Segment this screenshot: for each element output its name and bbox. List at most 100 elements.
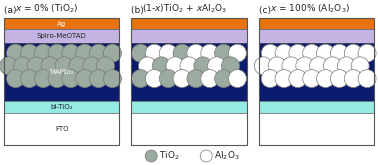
Circle shape bbox=[201, 70, 219, 88]
Circle shape bbox=[83, 57, 101, 75]
Circle shape bbox=[34, 44, 52, 62]
Text: (b): (b) bbox=[131, 6, 147, 15]
Circle shape bbox=[69, 57, 87, 75]
Circle shape bbox=[303, 44, 321, 62]
Circle shape bbox=[275, 44, 293, 62]
Circle shape bbox=[275, 70, 293, 88]
Circle shape bbox=[132, 70, 150, 88]
Text: (c): (c) bbox=[259, 6, 274, 15]
Bar bbox=[4, 113, 119, 145]
Circle shape bbox=[145, 150, 157, 162]
Circle shape bbox=[132, 44, 150, 62]
Circle shape bbox=[146, 44, 163, 62]
Bar bbox=[4, 29, 119, 43]
Circle shape bbox=[96, 57, 115, 75]
Circle shape bbox=[316, 44, 335, 62]
Circle shape bbox=[201, 44, 219, 62]
Circle shape bbox=[303, 70, 321, 88]
Circle shape bbox=[62, 44, 80, 62]
Circle shape bbox=[187, 70, 205, 88]
Circle shape bbox=[76, 70, 94, 88]
Circle shape bbox=[138, 57, 156, 75]
Circle shape bbox=[215, 70, 232, 88]
Bar bbox=[131, 18, 247, 29]
Circle shape bbox=[296, 57, 314, 75]
Bar bbox=[4, 18, 119, 29]
Text: Al$_2$O$_3$: Al$_2$O$_3$ bbox=[214, 150, 240, 162]
Circle shape bbox=[310, 57, 328, 75]
Text: $x$ = 100% (Al$_2$O$_3$): $x$ = 100% (Al$_2$O$_3$) bbox=[270, 2, 350, 15]
Circle shape bbox=[187, 44, 205, 62]
Circle shape bbox=[180, 57, 198, 75]
Circle shape bbox=[173, 70, 191, 88]
Bar bbox=[131, 18, 247, 145]
Circle shape bbox=[152, 57, 170, 75]
Bar bbox=[259, 113, 374, 145]
Bar bbox=[131, 113, 247, 145]
Circle shape bbox=[289, 70, 307, 88]
Bar bbox=[259, 29, 374, 43]
Circle shape bbox=[159, 70, 177, 88]
Circle shape bbox=[34, 70, 52, 88]
Circle shape bbox=[337, 57, 355, 75]
Text: Ag: Ag bbox=[57, 21, 66, 27]
Text: $x$ = 0% (TiO$_2$): $x$ = 0% (TiO$_2$) bbox=[15, 2, 79, 15]
Circle shape bbox=[146, 70, 163, 88]
Circle shape bbox=[0, 57, 18, 75]
Circle shape bbox=[344, 44, 362, 62]
Bar bbox=[259, 100, 374, 113]
Circle shape bbox=[55, 57, 73, 75]
Circle shape bbox=[228, 70, 246, 88]
Circle shape bbox=[344, 70, 362, 88]
Bar bbox=[259, 18, 374, 29]
Circle shape bbox=[48, 70, 66, 88]
Text: (1-$x$)TiO$_2$ + $x$Al$_2$O$_3$: (1-$x$)TiO$_2$ + $x$Al$_2$O$_3$ bbox=[143, 2, 227, 15]
Circle shape bbox=[41, 57, 59, 75]
Circle shape bbox=[358, 70, 376, 88]
Circle shape bbox=[90, 44, 108, 62]
Bar bbox=[131, 43, 247, 100]
Text: (a): (a) bbox=[4, 6, 19, 15]
Circle shape bbox=[104, 70, 121, 88]
Circle shape bbox=[358, 44, 376, 62]
Bar bbox=[4, 43, 119, 100]
Circle shape bbox=[215, 44, 232, 62]
Circle shape bbox=[208, 57, 226, 75]
Circle shape bbox=[104, 44, 121, 62]
Circle shape bbox=[20, 70, 39, 88]
Text: TiO$_2$: TiO$_2$ bbox=[159, 150, 180, 162]
Circle shape bbox=[90, 70, 108, 88]
Bar bbox=[131, 100, 247, 113]
Circle shape bbox=[173, 44, 191, 62]
Circle shape bbox=[254, 57, 272, 75]
Circle shape bbox=[6, 44, 25, 62]
Circle shape bbox=[48, 44, 66, 62]
Circle shape bbox=[268, 57, 286, 75]
Circle shape bbox=[76, 44, 94, 62]
Circle shape bbox=[62, 70, 80, 88]
Text: MAPbI₃: MAPbI₃ bbox=[50, 69, 74, 75]
Circle shape bbox=[200, 150, 212, 162]
Bar bbox=[259, 43, 374, 100]
Circle shape bbox=[351, 57, 369, 75]
Bar bbox=[259, 18, 374, 145]
Circle shape bbox=[316, 70, 335, 88]
Circle shape bbox=[330, 44, 349, 62]
Circle shape bbox=[20, 44, 39, 62]
Text: bl-TiO₂: bl-TiO₂ bbox=[50, 104, 73, 110]
Circle shape bbox=[166, 57, 184, 75]
Circle shape bbox=[282, 57, 300, 75]
Bar bbox=[4, 18, 119, 145]
Circle shape bbox=[6, 70, 25, 88]
Circle shape bbox=[222, 57, 240, 75]
Text: FTO: FTO bbox=[55, 126, 68, 132]
Circle shape bbox=[324, 57, 341, 75]
Bar bbox=[4, 100, 119, 113]
Circle shape bbox=[261, 44, 279, 62]
Circle shape bbox=[27, 57, 45, 75]
Bar bbox=[131, 29, 247, 43]
Text: Spiro-MeOTAD: Spiro-MeOTAD bbox=[37, 33, 87, 39]
Circle shape bbox=[330, 70, 349, 88]
Circle shape bbox=[14, 57, 31, 75]
Circle shape bbox=[194, 57, 212, 75]
